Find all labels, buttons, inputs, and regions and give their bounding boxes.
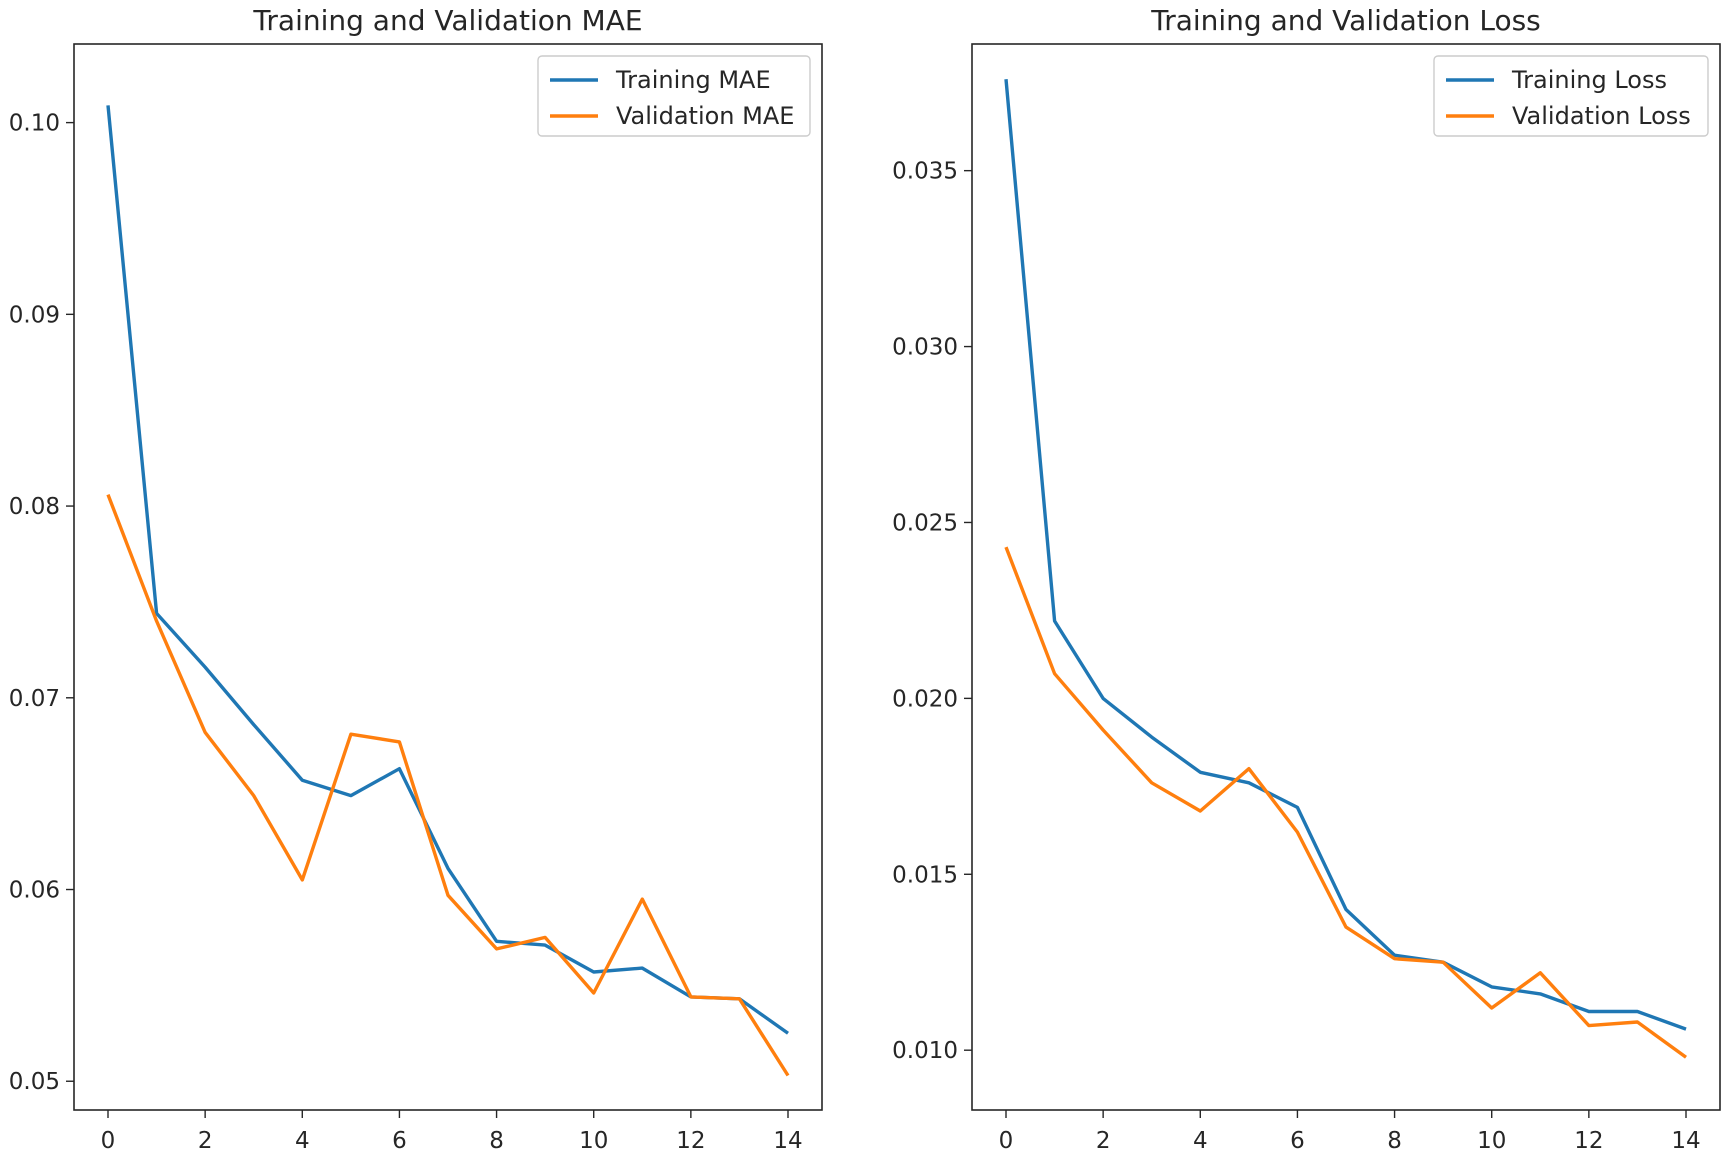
x-tick-label: 0 <box>999 1128 1014 1154</box>
y-tick-label: 0.08 <box>9 494 60 520</box>
legend: Training Loss Validation Loss <box>1433 55 1709 137</box>
plot-frame <box>971 43 1721 1111</box>
x-tick-label: 10 <box>1477 1128 1506 1154</box>
legend-box <box>537 55 811 137</box>
x-tick-label: 12 <box>1574 1128 1603 1154</box>
y-tick-label: 0.015 <box>892 862 958 888</box>
chart-title: Training and Validation MAE <box>252 4 642 37</box>
plot-frame <box>73 43 823 1111</box>
series-line-1 <box>1004 79 1687 1031</box>
x-tick-label: 2 <box>198 1128 213 1154</box>
x-tick-label: 8 <box>489 1128 504 1154</box>
legend-label: Validation Loss <box>1512 102 1691 130</box>
x-tick-label: 6 <box>392 1128 407 1154</box>
chart-2: Training and Validation Loss 0 2 4 6 8 10 12 14 0… <box>892 4 1721 1154</box>
series-line-2 <box>1004 546 1687 1059</box>
legend-label: Validation MAE <box>616 102 794 130</box>
x-tick-label: 12 <box>676 1128 705 1154</box>
legend-label: Training MAE <box>615 66 771 94</box>
y-tick-label: 0.035 <box>892 159 958 185</box>
chart-title: Training and Validation Loss <box>1150 4 1541 37</box>
x-tick-label: 14 <box>1671 1128 1700 1154</box>
y-tick-label: 0.025 <box>892 510 958 536</box>
x-tick-label: 6 <box>1290 1128 1305 1154</box>
x-tick-label: 14 <box>773 1128 802 1154</box>
chart-1: Training and Validation MAE 0 2 4 6 8 10 12 14 0.… <box>9 4 823 1154</box>
x-tick-label: 0 <box>101 1128 116 1154</box>
y-tick-label: 0.07 <box>9 686 60 712</box>
y-tick-label: 0.10 <box>9 111 60 137</box>
series-line-2 <box>106 493 790 1077</box>
x-tick-label: 4 <box>1193 1128 1208 1154</box>
x-tick-label: 4 <box>295 1128 310 1154</box>
y-tick-label: 0.09 <box>9 302 60 328</box>
y-tick-label: 0.010 <box>892 1038 958 1064</box>
x-tick-label: 8 <box>1387 1128 1402 1154</box>
y-tick-label: 0.06 <box>9 878 60 904</box>
x-tick-label: 2 <box>1096 1128 1111 1154</box>
series-line-1 <box>106 105 789 1035</box>
legend: Training MAE Validation MAE <box>537 55 811 137</box>
y-tick-label: 0.030 <box>892 335 958 361</box>
legend-label: Training Loss <box>1511 66 1667 94</box>
y-tick-label: 0.020 <box>892 686 958 712</box>
y-tick-label: 0.05 <box>9 1069 60 1095</box>
legend-box <box>1433 55 1709 137</box>
x-tick-label: 10 <box>579 1128 608 1154</box>
